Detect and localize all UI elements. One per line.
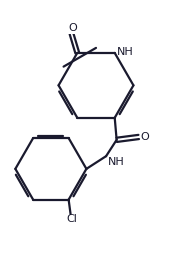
Text: O: O [140, 132, 149, 142]
Text: NH: NH [108, 157, 125, 167]
Text: O: O [68, 23, 77, 33]
Text: NH: NH [117, 47, 134, 57]
Text: Cl: Cl [66, 214, 77, 224]
